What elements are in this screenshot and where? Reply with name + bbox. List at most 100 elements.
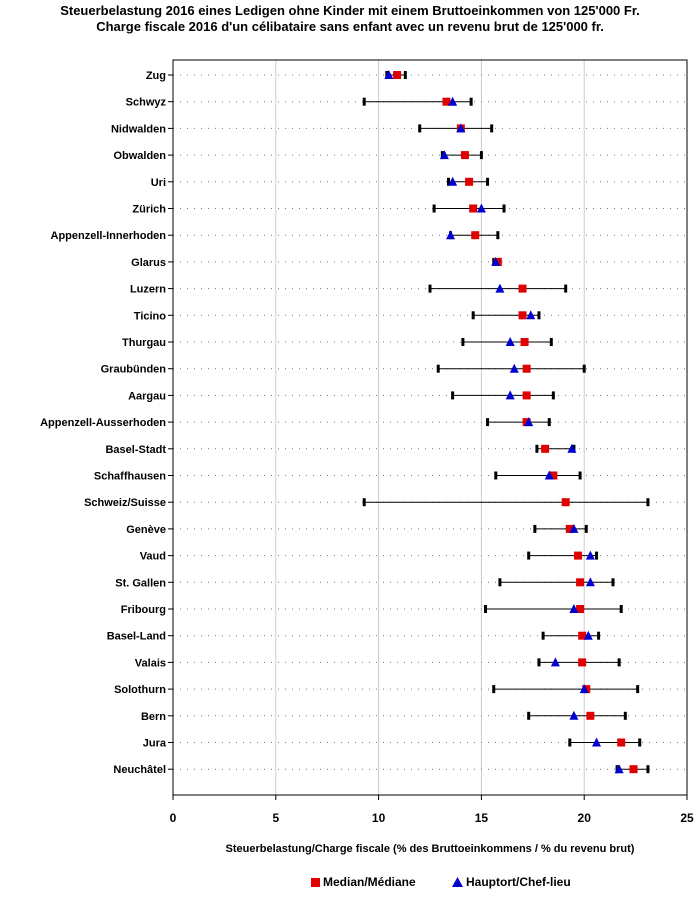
legend-median-label: Median/Médiane xyxy=(323,875,416,889)
y-tick-label: Obwalden xyxy=(113,150,166,162)
median-marker xyxy=(574,551,583,560)
y-tick-label: Luzern xyxy=(130,284,166,296)
y-tick-label: Glarus xyxy=(131,257,166,269)
median-marker xyxy=(522,364,531,373)
y-tick-label: Graubünden xyxy=(101,364,167,376)
capital-marker xyxy=(569,604,579,613)
range-max-cap xyxy=(638,738,642,747)
median-marker xyxy=(629,765,638,774)
capital-marker xyxy=(448,96,458,106)
median-marker xyxy=(518,311,527,320)
range-max-cap xyxy=(403,71,407,79)
range-max-cap xyxy=(479,151,483,160)
y-tick-label: Appenzell-Innerhoden xyxy=(51,230,167,242)
y-tick-label: Bern xyxy=(141,711,166,723)
legend-median-marker xyxy=(311,878,320,887)
range-min-cap xyxy=(537,658,541,667)
range-min-cap xyxy=(428,284,432,293)
range-max-cap xyxy=(578,471,582,480)
y-tick-label: Genève xyxy=(126,524,166,536)
range-max-cap xyxy=(617,658,621,667)
range-min-cap xyxy=(498,578,502,587)
range-min-cap xyxy=(541,631,545,640)
y-tick-label: Ticino xyxy=(134,310,166,322)
x-tick-label: 0 xyxy=(170,811,177,825)
y-tick-label: Basel-Land xyxy=(107,631,166,643)
median-marker xyxy=(469,204,478,213)
range-min-cap xyxy=(362,97,366,106)
range-max-cap xyxy=(486,177,490,186)
y-tick-label: Basel-Stadt xyxy=(105,444,166,456)
capital-marker xyxy=(614,764,624,774)
capital-marker xyxy=(384,70,394,79)
x-tick-label: 5 xyxy=(272,811,279,825)
capital-marker xyxy=(592,737,602,747)
range-max-cap xyxy=(636,685,640,694)
legend-capital-marker xyxy=(452,877,463,887)
capital-marker xyxy=(569,710,579,720)
median-marker xyxy=(541,444,550,453)
capital-marker xyxy=(550,657,560,667)
median-marker xyxy=(586,711,595,720)
range-max-cap xyxy=(623,711,627,720)
range-min-cap xyxy=(461,338,465,346)
range-max-cap xyxy=(490,124,494,133)
range-max-cap xyxy=(619,605,623,613)
y-tick-label: Zürich xyxy=(132,204,166,216)
y-tick-label: Neuchâtel xyxy=(113,764,166,776)
legend-item-median: Median/Médiane xyxy=(311,875,416,889)
median-marker xyxy=(471,231,480,240)
y-tick-label: Schweiz/Suisse xyxy=(84,497,166,509)
y-tick-label: Fribourg xyxy=(121,604,166,616)
y-tick-label: Schwyz xyxy=(126,97,167,109)
median-marker xyxy=(578,631,587,640)
range-min-cap xyxy=(568,738,572,747)
chart-subtitle: Charge fiscale 2016 d'un célibataire san… xyxy=(96,19,604,34)
y-tick-label: Schaffhausen xyxy=(94,471,166,483)
capital-marker xyxy=(505,390,515,400)
capital-marker xyxy=(505,337,515,346)
median-marker xyxy=(576,605,585,613)
capital-marker xyxy=(495,283,505,293)
range-min-cap xyxy=(492,685,496,694)
range-max-cap xyxy=(496,231,500,240)
capital-marker xyxy=(439,150,449,160)
median-marker xyxy=(520,338,529,346)
range-max-cap xyxy=(582,364,586,373)
range-min-cap xyxy=(527,551,531,560)
range-min-cap xyxy=(486,418,490,427)
y-tick-label: Aargau xyxy=(128,390,166,402)
range-min-cap xyxy=(432,204,436,213)
capital-marker xyxy=(524,417,534,427)
x-tick-label: 10 xyxy=(372,811,386,825)
capital-marker xyxy=(585,550,595,560)
capital-marker xyxy=(583,630,593,640)
range-min-cap xyxy=(447,177,451,186)
median-marker xyxy=(549,471,558,480)
range-max-cap xyxy=(551,391,555,400)
range-max-cap xyxy=(597,631,601,640)
range-min-cap xyxy=(362,498,366,507)
capital-marker xyxy=(456,123,466,133)
y-tick-label: Thurgau xyxy=(122,337,166,349)
x-axis-title: Steuerbelastung/Charge fiscale (% des Br… xyxy=(225,843,635,855)
range-max-cap xyxy=(549,338,553,346)
capital-marker xyxy=(544,470,554,480)
median-marker xyxy=(518,284,527,293)
y-tick-label: Valais xyxy=(135,657,166,669)
median-marker xyxy=(576,578,585,587)
range-min-cap xyxy=(451,391,455,400)
median-marker xyxy=(393,71,402,79)
legend: Median/Médiane Hauptort/Chef-lieu xyxy=(0,875,700,893)
x-tick-label: 25 xyxy=(680,811,694,825)
y-tick-label: Nidwalden xyxy=(111,123,166,135)
capital-marker xyxy=(569,523,579,533)
capital-marker xyxy=(491,256,501,266)
range-min-cap xyxy=(471,311,475,320)
range-max-cap xyxy=(584,524,588,533)
capital-marker xyxy=(448,176,458,186)
capital-marker xyxy=(446,230,456,240)
range-min-cap xyxy=(527,711,531,720)
capital-marker xyxy=(579,684,589,694)
